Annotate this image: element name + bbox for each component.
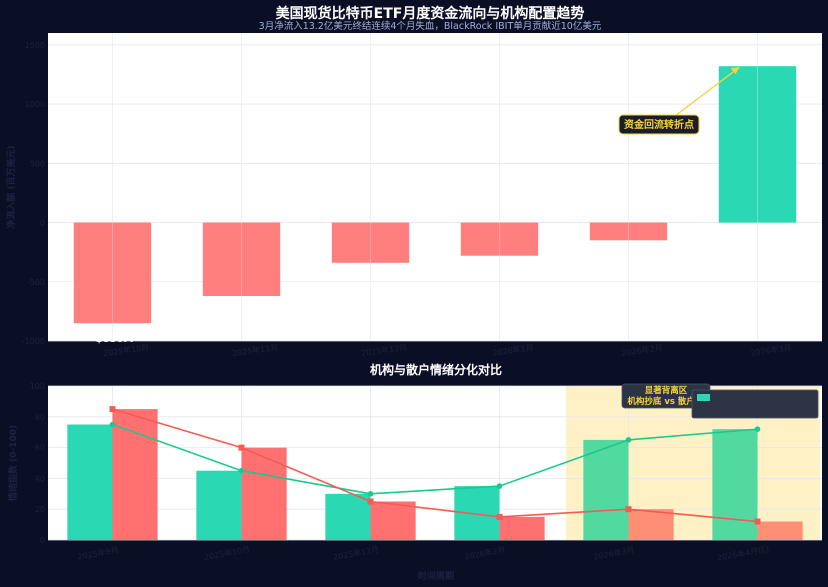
top-x-tick-label: 2026年1月 bbox=[492, 342, 534, 358]
bottom-y-tick-label: 40 bbox=[35, 474, 45, 483]
retail-point bbox=[625, 506, 632, 513]
retail-point bbox=[496, 513, 503, 520]
institution-bar bbox=[325, 493, 371, 540]
legend-swatch bbox=[697, 394, 710, 401]
top-y-tick-label: 0 bbox=[40, 219, 45, 228]
bottom-x-tick-label: 2025年12月 bbox=[332, 544, 380, 562]
top-bar bbox=[73, 222, 152, 324]
institution-point bbox=[496, 483, 503, 489]
top-x-tick-label: 2025年11月 bbox=[231, 342, 278, 358]
bottom-x-tick-label: 2025年9月 bbox=[77, 545, 120, 562]
retail-bar bbox=[370, 501, 416, 540]
institution-line bbox=[112, 423, 758, 495]
top-y-tick-label: 1000 bbox=[25, 100, 45, 109]
retail-point bbox=[754, 518, 761, 525]
annotation-arrow-line bbox=[674, 66, 740, 117]
chart-title: 美国现货比特币ETF月度资金流向与机构配置趋势 bbox=[276, 5, 585, 22]
retail-bar bbox=[757, 521, 803, 540]
institution-bar bbox=[583, 439, 629, 540]
annotation-text: 资金回流转折点 bbox=[624, 118, 694, 131]
bottom-y-tick-label: 0 bbox=[40, 536, 45, 545]
institution-bar bbox=[712, 429, 758, 540]
chart-subtitle: 3月净流入13.2亿美元终结连续4个月失血，BlackRock IBIT单月贡献… bbox=[259, 20, 602, 32]
retail-bar bbox=[241, 447, 287, 540]
retail-point bbox=[238, 444, 245, 451]
annotation-box bbox=[618, 114, 700, 135]
retail-bar bbox=[499, 516, 545, 540]
bottom-y-tick-label: 80 bbox=[35, 413, 45, 422]
bottom-x-tick-label: 2026年2月 bbox=[464, 545, 507, 562]
top-plot-area bbox=[48, 33, 822, 341]
institution-point bbox=[109, 421, 116, 428]
institution-bar bbox=[67, 424, 113, 540]
region-label-line1: 显著背离区 bbox=[645, 385, 688, 396]
top-y-tick-label: 500 bbox=[30, 159, 45, 168]
bottom-y-axis-label: 情绪指数 (0-100) bbox=[7, 425, 19, 502]
retail-bar bbox=[112, 409, 158, 540]
bottom-x-tick-label: 2025年10月 bbox=[203, 544, 251, 562]
retail-bar bbox=[628, 509, 674, 540]
bottom-y-tick-label: 20 bbox=[35, 505, 45, 514]
top-y-axis-label: 净流入额 (百万美元) bbox=[5, 145, 17, 228]
top-bar bbox=[460, 222, 539, 256]
top-bar bbox=[718, 66, 797, 223]
institution-point bbox=[367, 491, 374, 497]
bottom-y-tick-label: 100 bbox=[30, 382, 45, 391]
top-bar bbox=[202, 222, 281, 296]
top-y-tick-label: 1500 bbox=[25, 41, 45, 50]
annotation-arrow-head bbox=[730, 67, 740, 75]
retail-point bbox=[109, 406, 116, 413]
institution-point bbox=[625, 437, 632, 443]
top-y-tick-label: -1000 bbox=[22, 337, 45, 346]
top-y-tick-label: -500 bbox=[27, 278, 45, 287]
bottom-chart-title: 机构与散户情绪分化对比 bbox=[370, 362, 502, 377]
top-x-tick-label: 2025年12月 bbox=[360, 342, 407, 358]
bottom-x-tick-label: 2026年4月(E) bbox=[716, 544, 770, 563]
institution-point bbox=[238, 467, 245, 474]
bottom-y-tick-label: 60 bbox=[35, 444, 45, 453]
retail-line bbox=[112, 408, 758, 523]
top-x-tick-label: 2026年2月 bbox=[621, 342, 663, 358]
top-bar bbox=[331, 222, 410, 263]
legend-box bbox=[691, 389, 819, 419]
top-bar bbox=[589, 222, 668, 241]
institution-bar bbox=[196, 470, 242, 540]
retail-point bbox=[367, 498, 374, 505]
region-label-line2: 机构抄底 vs 散户... bbox=[627, 396, 704, 407]
top-value-label: -$850M bbox=[92, 334, 134, 345]
top-x-tick-label: 2026年3月 bbox=[750, 342, 792, 358]
bottom-x-tick-label: 2026年3月 bbox=[593, 545, 636, 562]
institution-point bbox=[754, 426, 761, 432]
bottom-x-axis-label: 时间周期 bbox=[418, 570, 454, 582]
